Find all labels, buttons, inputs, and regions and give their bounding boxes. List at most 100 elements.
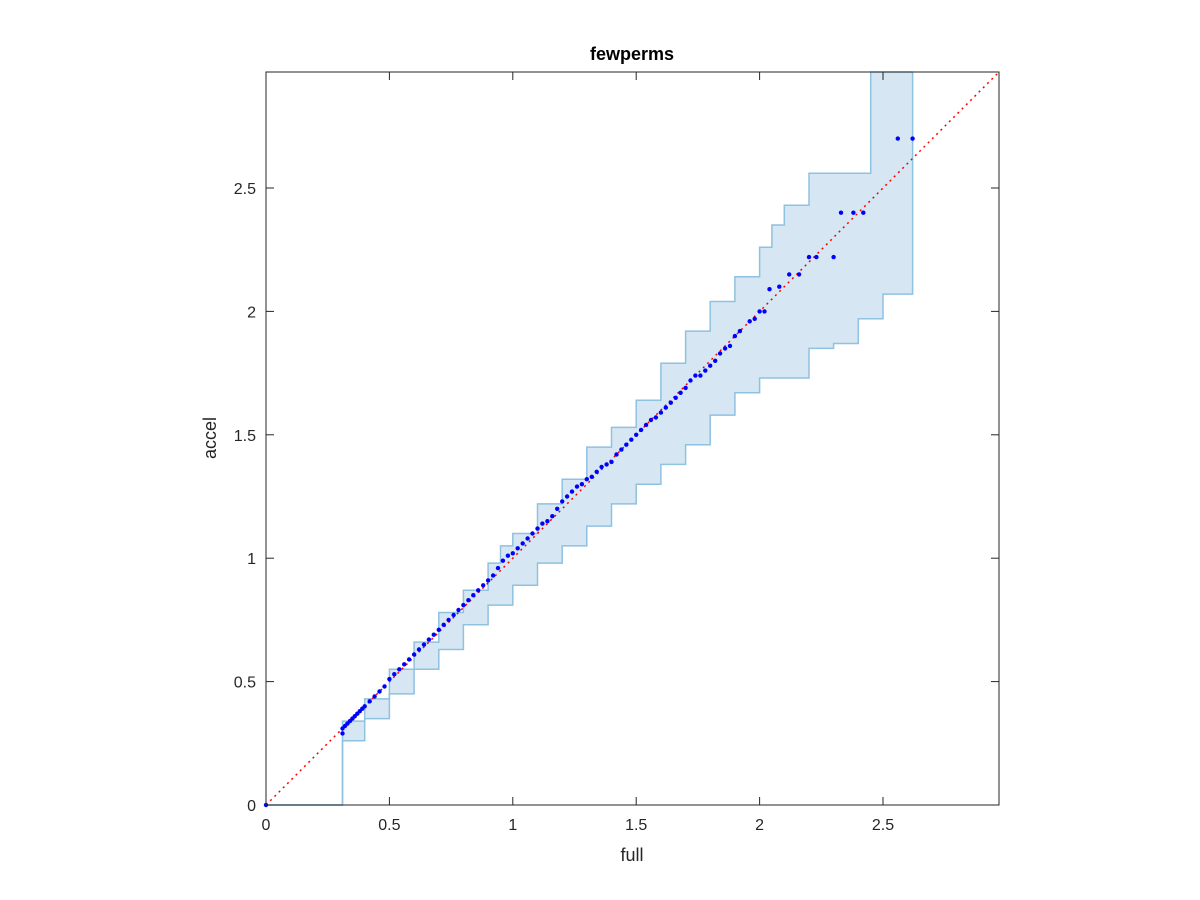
y-tick-label: 2.5 xyxy=(234,181,256,198)
data-point xyxy=(564,494,570,499)
data-point xyxy=(838,210,844,215)
data-point xyxy=(545,519,550,524)
x-tick-label: 2 xyxy=(755,817,764,834)
data-point xyxy=(579,482,585,487)
data-point xyxy=(831,254,836,260)
data-point xyxy=(584,477,589,482)
y-tick-label: 1 xyxy=(247,551,256,568)
data-point xyxy=(708,363,713,368)
data-point xyxy=(787,272,792,277)
data-point xyxy=(441,622,446,627)
data-point xyxy=(634,432,639,437)
data-point xyxy=(683,385,688,391)
data-point xyxy=(550,514,555,519)
x-tick-label: 1 xyxy=(508,817,517,834)
data-point xyxy=(431,632,436,637)
data-point xyxy=(814,254,819,260)
data-point xyxy=(495,565,501,571)
confidence-band xyxy=(266,71,914,806)
data-point xyxy=(397,667,402,672)
data-point xyxy=(589,474,594,479)
data-point xyxy=(643,422,649,428)
data-point xyxy=(673,395,678,400)
data-point xyxy=(406,657,412,662)
data-point xyxy=(619,447,624,452)
data-point xyxy=(461,602,466,608)
data-point xyxy=(895,136,900,141)
data-point xyxy=(382,684,387,689)
data-point xyxy=(392,672,397,677)
x-tick-label: 2.5 xyxy=(872,817,894,834)
data-point xyxy=(767,287,772,292)
data-point xyxy=(510,551,515,556)
data-point xyxy=(604,462,609,467)
data-point xyxy=(372,694,377,699)
y-tick-label: 0 xyxy=(247,798,256,815)
data-point xyxy=(490,573,496,578)
data-point xyxy=(476,588,481,593)
band-lower-edge xyxy=(266,276,914,806)
data-point xyxy=(713,358,718,363)
data-point xyxy=(456,607,461,613)
data-point xyxy=(717,351,723,356)
data-point xyxy=(796,272,802,277)
data-point xyxy=(555,506,560,511)
data-point xyxy=(658,410,664,415)
data-point xyxy=(446,617,451,623)
data-point xyxy=(387,676,392,682)
data-point xyxy=(535,526,540,531)
data-point xyxy=(599,464,604,470)
data-point xyxy=(560,499,565,504)
data-point xyxy=(451,612,456,618)
data-point xyxy=(530,531,535,536)
data-point xyxy=(624,442,629,447)
data-point xyxy=(747,319,752,324)
data-point xyxy=(574,484,580,489)
data-point xyxy=(727,343,733,349)
data-point xyxy=(377,689,382,694)
y-axis-label: accel xyxy=(200,417,220,459)
data-point xyxy=(678,390,683,395)
data-point xyxy=(609,459,614,465)
data-point xyxy=(737,328,743,334)
data-point xyxy=(663,405,668,410)
data-point xyxy=(722,346,728,351)
data-point xyxy=(693,373,698,378)
data-point xyxy=(411,652,417,657)
data-point xyxy=(910,136,915,141)
data-point xyxy=(421,642,427,647)
data-point xyxy=(481,583,486,588)
chart-title: fewperms xyxy=(590,44,674,64)
x-tick-label: 1.5 xyxy=(625,817,647,834)
data-point xyxy=(752,316,757,321)
data-point xyxy=(698,373,703,378)
axes-box xyxy=(265,71,1000,806)
y-tick-label: 0.5 xyxy=(234,675,256,692)
data-point xyxy=(540,521,545,526)
y-tick-label: 2 xyxy=(247,304,256,321)
data-point xyxy=(340,731,345,736)
x-axis-ticks: 0 0.5 1 1.5 2 2.5 xyxy=(262,72,894,834)
data-point xyxy=(762,309,767,314)
data-point xyxy=(777,284,782,289)
data-point xyxy=(525,536,530,541)
data-point xyxy=(806,254,812,260)
data-point xyxy=(648,417,654,423)
data-point xyxy=(594,469,599,474)
data-point xyxy=(688,378,693,383)
data-point xyxy=(505,553,511,558)
data-points xyxy=(263,136,915,808)
data-point xyxy=(485,578,491,583)
data-point xyxy=(416,647,422,652)
data-point xyxy=(732,333,738,339)
x-axis-label: full xyxy=(620,845,643,865)
data-point xyxy=(466,598,471,603)
data-point xyxy=(653,415,659,420)
data-point xyxy=(614,452,619,457)
data-point xyxy=(436,627,441,632)
data-point xyxy=(402,662,407,667)
data-point xyxy=(861,210,866,215)
data-point xyxy=(569,489,575,494)
data-point xyxy=(851,210,856,215)
